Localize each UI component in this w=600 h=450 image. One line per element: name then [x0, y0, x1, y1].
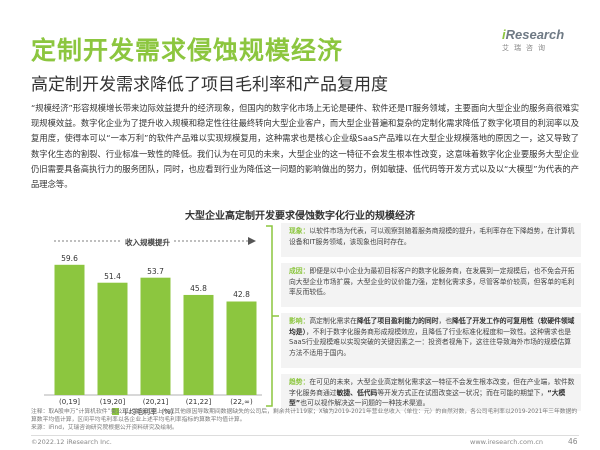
- callout-phenomenon: 现象：以软件市场为代表，可以观察到随着服务商规模的提升，毛利率存在下降趋势，在计…: [281, 223, 581, 257]
- callout-bold: “大模型”: [289, 388, 566, 408]
- note-text: 注释：取A股申万“计算机软件”类公司，剔除其中上市或其他原因导致期间数据缺失的公…: [31, 409, 578, 424]
- callout-cause: 成因：即便是以中小企业为最初目标客户的数字化服务商，在发展到一定规模后，也不免会…: [281, 263, 581, 307]
- callout-key: 趋势：: [289, 378, 310, 386]
- source-text: 来源：iFind，艾瑞咨询研究院根据公开资料研究及绘制。: [31, 425, 178, 432]
- callout-bold: 敏捷、低代码: [336, 388, 378, 397]
- bar-value-label: 45.8: [190, 283, 207, 293]
- body-paragraph: “规模经济”形容规模增长带来边际效益提升的经济现象，但国内的数字化市场上无论是硬…: [31, 103, 579, 190]
- footnote: 注释：取A股申万“计算机软件”类公司，剔除其中上市或其他原因导致期间数据缺失的公…: [31, 408, 579, 433]
- bar-chart: 收入规模提升 平均毛利率（%） 59.6 (0,19] 51.4 (19,20] 53.…: [40, 223, 266, 419]
- callout-key: 影响：: [289, 317, 310, 325]
- callout-text: 也可以视作解决这一问题的一种技术渠道。: [300, 399, 430, 408]
- bar-value-label: 59.6: [61, 253, 78, 263]
- bar-value-label: 42.8: [233, 290, 250, 300]
- page-title: 定制开发需求侵蚀规模经济: [31, 36, 344, 65]
- callout-bold: 降低了开发工作的可复用性（软硬件领域均是）: [289, 317, 575, 336]
- category-label: (20,21]: [142, 398, 169, 406]
- category-label: (22,∞): [230, 398, 253, 406]
- callout-impact: 影响：高定制化需求在降低了项目盈利能力的同时，也降低了开发工作的可复用性（软硬件…: [281, 313, 581, 368]
- chart-title: 大型企业高定制开发要求侵蚀数字化行业的规模经济: [185, 211, 415, 222]
- category-label: (21,22]: [185, 398, 212, 406]
- revenue-growth-label: 收入规模提升: [122, 237, 173, 248]
- bar-2: [140, 277, 171, 395]
- revenue-arrow-head: [248, 237, 256, 245]
- legend-label: 平均毛利率（%）: [122, 408, 178, 416]
- category-label: (19,20]: [99, 398, 126, 406]
- bar-value-label: 53.7: [147, 266, 164, 276]
- callout-text: 高定制化需求在: [309, 317, 357, 325]
- callout-text: ，不利于数字化服务商形成规模效应，且降低了行业标准化程度和一致性。这种需求也是S…: [289, 327, 572, 357]
- iresearch-logo: iResearch 艾瑞咨询: [502, 27, 574, 61]
- callout-panel: 现象：以软件市场为代表，可以观察到随着服务商规模的提升，毛利率存在下降趋势，在计…: [281, 223, 581, 411]
- logo-sub: 艾瑞咨询: [502, 44, 550, 52]
- bar-value-label: 51.4: [104, 271, 121, 281]
- bracket-path: [266, 225, 273, 407]
- page-number: 46: [568, 437, 578, 446]
- category-label: (0,19]: [58, 398, 81, 406]
- footer-copyright: ©2022.12 iResearch Inc.: [31, 438, 112, 446]
- bar-1: [97, 282, 128, 395]
- logo-i: i: [502, 27, 506, 42]
- page-subtitle: 高定制开发需求降低了项目毛利率和产品复用度: [31, 75, 388, 95]
- bar-0: [54, 264, 85, 395]
- logo-word: Research: [505, 27, 565, 42]
- chart-legend: 平均毛利率（%）: [112, 407, 178, 417]
- footer-url: www.iresearch.com.cn: [470, 438, 544, 446]
- footer-divider: [31, 435, 579, 436]
- callout-text: 等开发方式正在试图改变这一状况；而在可能的期望下，: [377, 388, 548, 397]
- callout-text: 即便是以中小企业为最初目标客户的数字化服务商，在发展到一定规模后，也不免会开拓向…: [289, 267, 575, 297]
- callout-text: ，也: [438, 317, 453, 325]
- bar-4: [226, 301, 257, 395]
- legend-swatch: [112, 408, 119, 415]
- chart-canvas: [44, 237, 262, 396]
- callout-trend: 趋势：在可见的未来，大型企业高定制化需求这一特征不会发生根本改变，但在产业端，软…: [281, 374, 581, 411]
- callout-key: 成因：: [289, 267, 310, 275]
- callout-bold: 降低了项目盈利能力的同时: [356, 317, 439, 325]
- callout-text: 在可见的未来，大型企业高定制化需求这一特征不会发生根本改变，但在产业端，软件数字…: [289, 378, 575, 397]
- callout-text: 以软件市场为代表，可以观察到随着服务商规模的提升，毛利率存在下降趋势，在计算机设…: [289, 227, 575, 246]
- bar-3: [183, 294, 214, 395]
- callout-key: 现象：: [289, 227, 310, 235]
